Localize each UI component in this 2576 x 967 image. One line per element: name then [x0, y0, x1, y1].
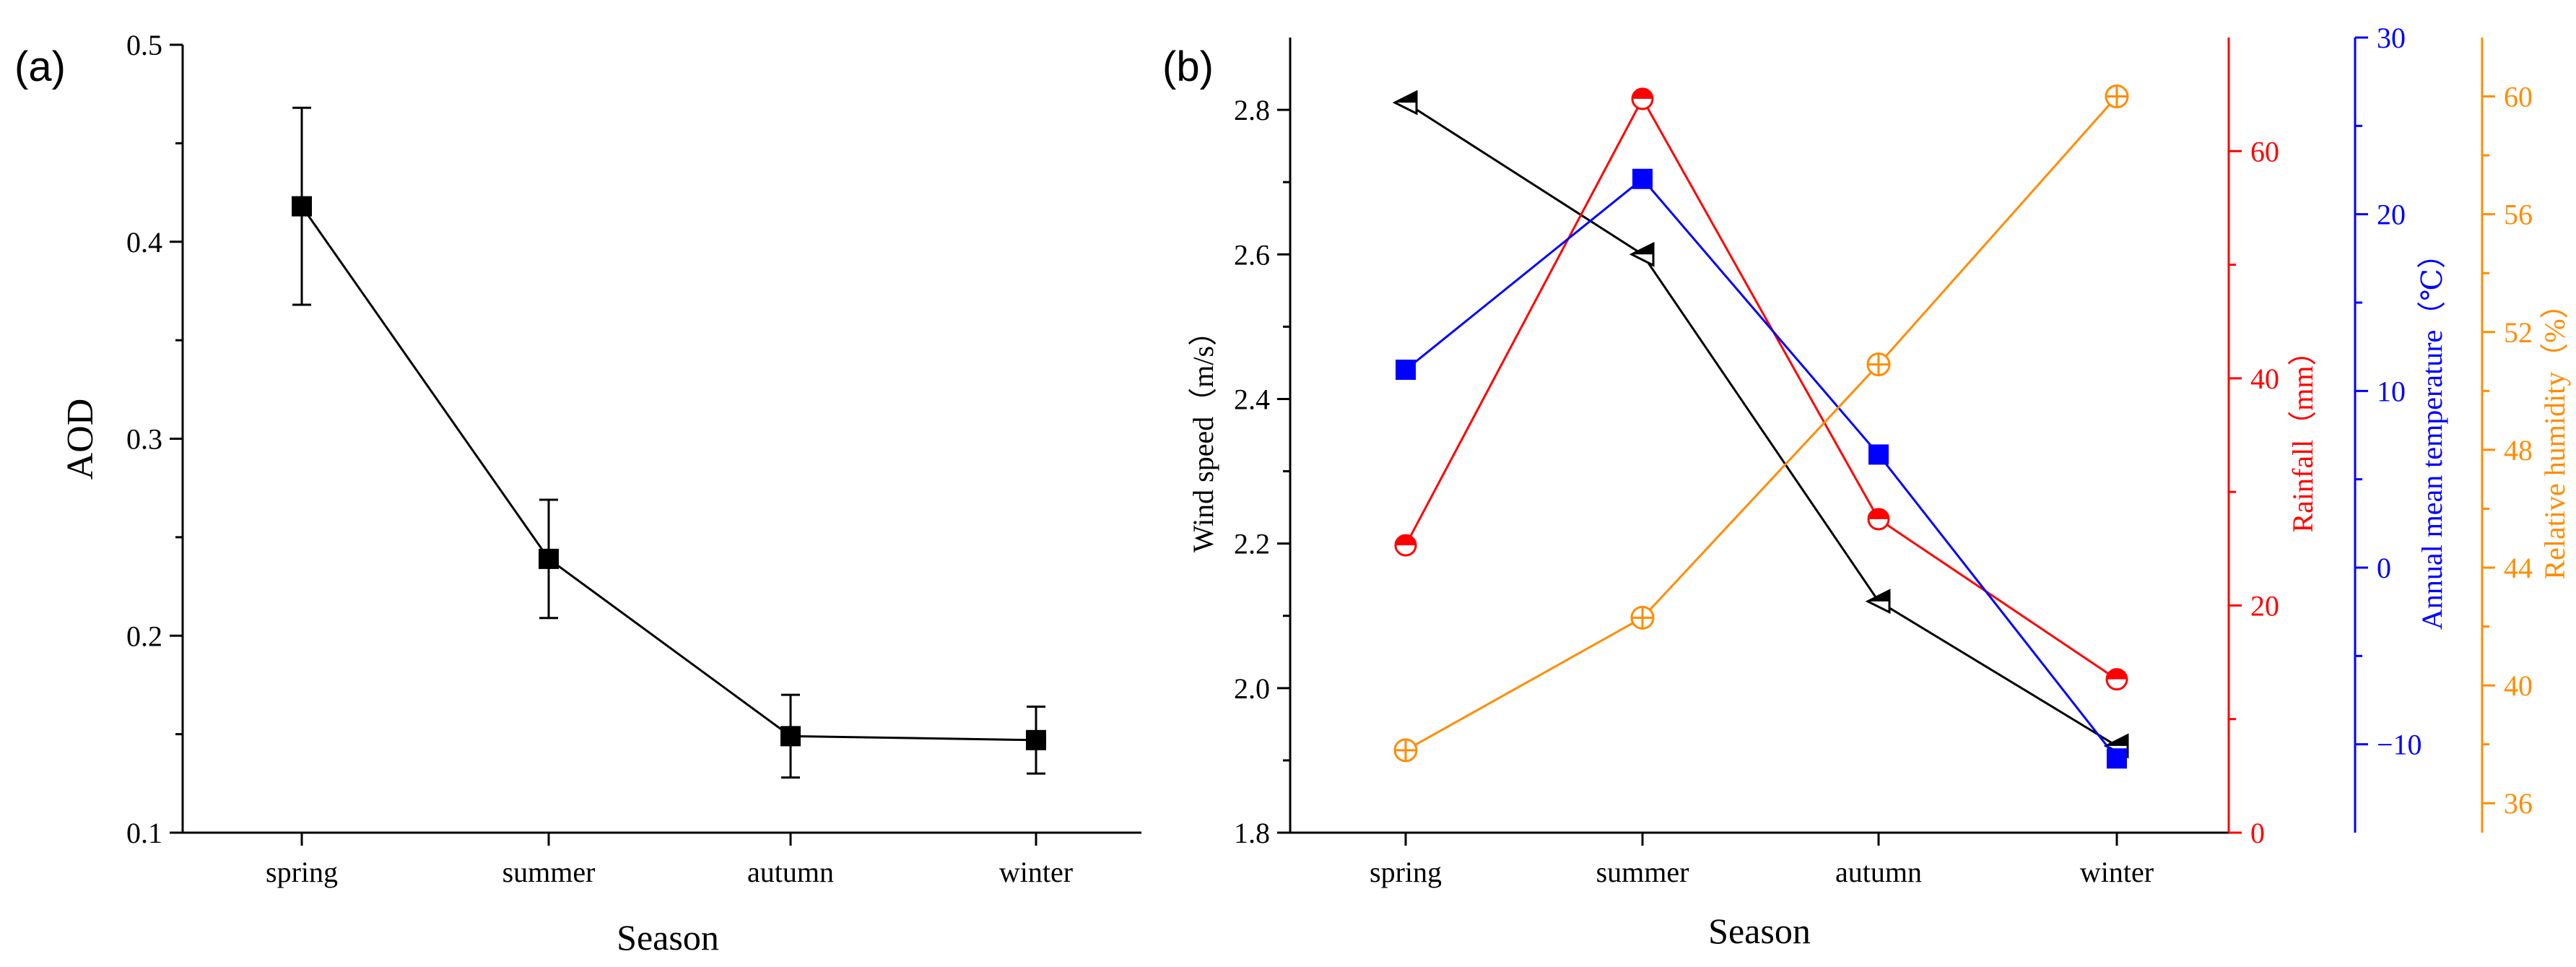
b-wind-tick-label-5: 2.8 — [1234, 94, 1270, 126]
b-point-temp-0 — [1396, 359, 1416, 380]
b-hum-tick-label-3: 48 — [2504, 434, 2533, 467]
b-point-wind-0-fill — [1395, 92, 1417, 103]
b-point-hum-1 — [1630, 605, 1655, 630]
a-x-tick-label-3: winter — [999, 856, 1073, 888]
b-point-wind-1-fill — [1632, 243, 1653, 255]
panel-a-chart: (a) 0.1 0.2 0.3 0.4 0.5 spring summer autumn win… — [14, 29, 1141, 958]
b-wind-tick-label-3: 2.4 — [1234, 383, 1270, 415]
b-x-tick-label-2: autumn — [1835, 856, 1922, 888]
b-hum-axis-label: Relative humidity（%） — [2538, 290, 2571, 579]
panel-b-label: (b) — [1162, 43, 1214, 90]
b-temp-tick-label-2: 10 — [2377, 375, 2406, 407]
b-x-axis-label: Season — [1708, 911, 1811, 951]
b-series-line-wind — [1405, 101, 2118, 747]
b-rain-axis-label: Rainfall（mm） — [2286, 337, 2319, 532]
b-temp-tick-label-4: 30 — [2377, 22, 2406, 54]
a-x-tick-label-1: summer — [502, 856, 596, 888]
b-temp-axis-label: Annual mean temperature（℃） — [2416, 240, 2448, 630]
b-point-wind-1 — [1629, 241, 1655, 267]
b-wind-tick-label-4: 2.6 — [1234, 238, 1270, 271]
b-temp-tick-label-3: 20 — [2377, 199, 2406, 231]
b-point-rain-0-fill — [1396, 535, 1416, 546]
b-rain-tick-label-1: 20 — [2250, 589, 2279, 622]
a-point-aod-0 — [292, 196, 312, 217]
b-series-line-hum — [1405, 95, 2118, 752]
panel-b-chart: (b) spring summer autumn winter Season 1.8 2.0… — [1162, 22, 2571, 951]
a-y-tick-label-2: 0.3 — [126, 423, 162, 456]
b-wind-tick-label-2: 2.2 — [1234, 528, 1270, 560]
b-wind-tick-label-1: 2.0 — [1234, 672, 1270, 705]
b-rain-tick-label-2: 40 — [2250, 363, 2279, 395]
a-y-tick-label-3: 0.4 — [126, 226, 162, 259]
b-point-rain-3-fill — [2107, 669, 2127, 680]
b-x-tick-label-3: winter — [2080, 856, 2154, 888]
b-point-temp-3 — [2107, 748, 2127, 769]
b-point-wind-0 — [1392, 90, 1418, 116]
b-point-hum-3 — [2105, 84, 2129, 109]
b-point-temp-3-shape — [2107, 748, 2127, 769]
a-y-tick-label-4: 0.5 — [126, 29, 162, 61]
b-temp-tick-label-0: −10 — [2377, 729, 2422, 761]
b-rain-tick-label-3: 60 — [2250, 135, 2279, 168]
panel-a-label: (a) — [14, 43, 66, 90]
b-wind-axis-label: Wind speed（m/s） — [1187, 317, 1219, 552]
b-hum-tick-label-4: 52 — [2504, 316, 2533, 349]
b-x-tick-label-1: summer — [1596, 856, 1689, 888]
a-point-aod-3 — [1026, 729, 1046, 750]
a-point-aod-0-shape — [292, 196, 312, 217]
b-point-temp-2 — [1868, 444, 1889, 465]
a-point-aod-1-shape — [539, 548, 559, 569]
b-series-line-rain — [1404, 96, 2118, 680]
a-series-line-aod — [300, 205, 1037, 742]
a-y-axis-label: AOD — [60, 399, 101, 480]
a-point-aod-2-shape — [780, 726, 801, 747]
b-hum-tick-label-5: 56 — [2504, 199, 2533, 231]
b-rain-tick-label-0: 0 — [2250, 817, 2265, 849]
b-point-rain-0 — [1394, 534, 1417, 557]
a-y-tick-label-1: 0.2 — [126, 620, 162, 652]
b-x-tick-label-0: spring — [1370, 856, 1442, 888]
a-point-aod-1 — [539, 548, 559, 569]
b-point-rain-3 — [2105, 668, 2128, 691]
b-hum-tick-label-2: 44 — [2504, 552, 2533, 584]
b-point-rain-1-fill — [1632, 88, 1653, 99]
a-x-axis-label: Season — [617, 917, 719, 958]
b-point-rain-2 — [1867, 508, 1890, 531]
b-point-wind-2-fill — [1868, 590, 1889, 602]
a-x-tick-label-0: spring — [266, 856, 338, 888]
b-point-hum-2 — [1866, 352, 1891, 377]
b-hum-tick-label-0: 36 — [2504, 787, 2533, 820]
a-point-aod-3-shape — [1026, 729, 1046, 750]
b-point-wind-3-fill — [2106, 734, 2128, 746]
b-point-rain-1 — [1631, 87, 1654, 110]
b-point-temp-1-shape — [1632, 168, 1653, 189]
b-point-rain-2-fill — [1868, 508, 1889, 519]
b-hum-tick-label-1: 40 — [2504, 669, 2533, 702]
b-point-temp-1 — [1632, 168, 1653, 189]
b-temp-tick-label-1: 0 — [2377, 552, 2391, 584]
b-series-line-temp — [1405, 177, 2118, 760]
b-wind-tick-label-0: 1.8 — [1234, 817, 1270, 849]
b-hum-tick-label-6: 60 — [2504, 81, 2533, 113]
b-point-hum-0 — [1393, 738, 1418, 763]
a-y-tick-label-0: 0.1 — [126, 817, 162, 849]
a-x-tick-label-2: autumn — [747, 856, 834, 888]
a-point-aod-2 — [780, 726, 801, 747]
b-point-temp-0-shape — [1396, 359, 1416, 380]
b-point-wind-2 — [1865, 589, 1891, 615]
b-point-temp-2-shape — [1868, 444, 1889, 465]
